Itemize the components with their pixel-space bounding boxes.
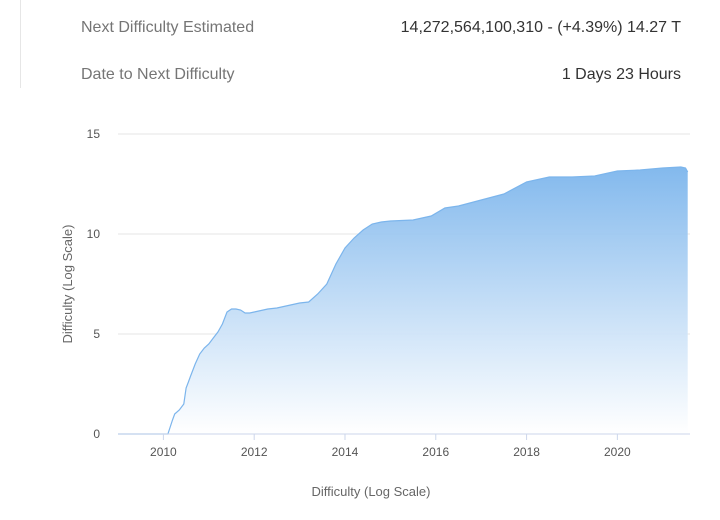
difficulty-info-panel: Next Difficulty Estimated 14,272,564,100… xyxy=(20,0,701,88)
x-axis-tick-labels: 2010 2012 2014 2016 2018 2020 xyxy=(150,434,631,459)
date-to-next-difficulty-label: Date to Next Difficulty xyxy=(81,66,235,83)
next-difficulty-row: Next Difficulty Estimated 14,272,564,100… xyxy=(81,16,681,40)
x-tick-label: 2018 xyxy=(513,445,540,459)
y-tick-label: 10 xyxy=(87,227,101,241)
x-tick-label: 2016 xyxy=(422,445,449,459)
next-difficulty-value: 14,272,564,100,310 - (+4.39%) 14.27 T xyxy=(400,19,681,36)
date-to-next-difficulty-row: Date to Next Difficulty 1 Days 23 Hours xyxy=(81,63,681,87)
x-tick-label: 2020 xyxy=(604,445,631,459)
y-tick-label: 15 xyxy=(87,127,101,141)
x-axis-title: Difficulty (Log Scale) xyxy=(312,484,431,499)
area-series xyxy=(118,166,689,435)
date-to-next-difficulty-value: 1 Days 23 Hours xyxy=(561,66,681,83)
x-tick-label: 2010 xyxy=(150,445,177,459)
y-tick-label: 0 xyxy=(93,427,100,441)
x-tick-label: 2014 xyxy=(332,445,359,459)
difficulty-chart: 0 5 10 15 2010 2012 2014 2016 2018 2020 Difficul… xyxy=(60,127,690,499)
area-fill xyxy=(118,167,688,434)
series-line xyxy=(118,166,689,435)
y-tick-label: 5 xyxy=(93,327,100,341)
y-axis-tick-labels: 0 5 10 15 xyxy=(87,127,101,441)
next-difficulty-label: Next Difficulty Estimated xyxy=(81,19,255,36)
x-tick-label: 2012 xyxy=(241,445,268,459)
y-axis-title: Difficulty (Log Scale) xyxy=(60,225,75,344)
